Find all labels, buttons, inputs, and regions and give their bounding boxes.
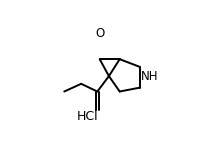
Text: O: O [96, 27, 105, 40]
Text: HCl: HCl [77, 110, 98, 123]
Text: NH: NH [141, 70, 159, 83]
